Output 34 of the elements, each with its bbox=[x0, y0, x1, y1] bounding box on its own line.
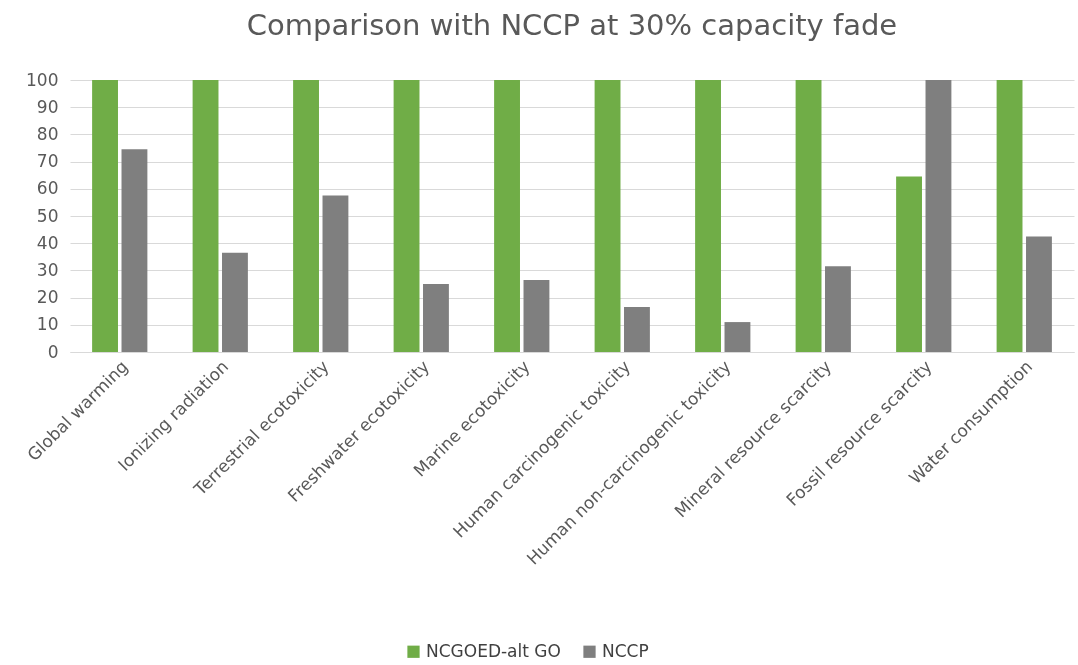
y-tick-label: 90 bbox=[36, 96, 59, 117]
bar bbox=[695, 80, 721, 352]
bar bbox=[222, 252, 248, 352]
y-tick-label: 60 bbox=[36, 178, 59, 199]
bar bbox=[594, 80, 621, 352]
y-tick-label: 10 bbox=[36, 314, 59, 335]
y-tick-label: 80 bbox=[36, 123, 59, 144]
bar bbox=[192, 80, 219, 352]
bar bbox=[795, 80, 822, 352]
bar bbox=[293, 80, 319, 352]
y-tick-label: 100 bbox=[26, 69, 59, 90]
bar bbox=[624, 307, 650, 352]
y-tick-label: 50 bbox=[36, 205, 59, 226]
bar bbox=[1026, 236, 1052, 352]
y-tick-label: 30 bbox=[36, 259, 59, 280]
chart-title: Comparison with NCCP at 30% capacity fade bbox=[246, 8, 898, 42]
bar bbox=[393, 80, 420, 352]
y-tick-label: 0 bbox=[47, 341, 59, 362]
bar bbox=[523, 279, 550, 352]
bar bbox=[724, 322, 751, 352]
bar bbox=[322, 195, 349, 352]
bar bbox=[423, 284, 449, 352]
bar bbox=[925, 80, 952, 352]
legend-label: NCCP bbox=[602, 640, 649, 661]
legend-label: NCGOED-alt GO bbox=[426, 640, 561, 661]
bar bbox=[996, 80, 1023, 352]
y-tick-label: 40 bbox=[36, 232, 59, 253]
y-tick-label: 70 bbox=[36, 151, 59, 172]
y-tick-label: 20 bbox=[36, 287, 59, 308]
bar bbox=[92, 80, 118, 352]
bar bbox=[494, 80, 520, 352]
bar bbox=[825, 266, 851, 352]
bar bbox=[121, 149, 148, 352]
bar bbox=[896, 176, 922, 352]
